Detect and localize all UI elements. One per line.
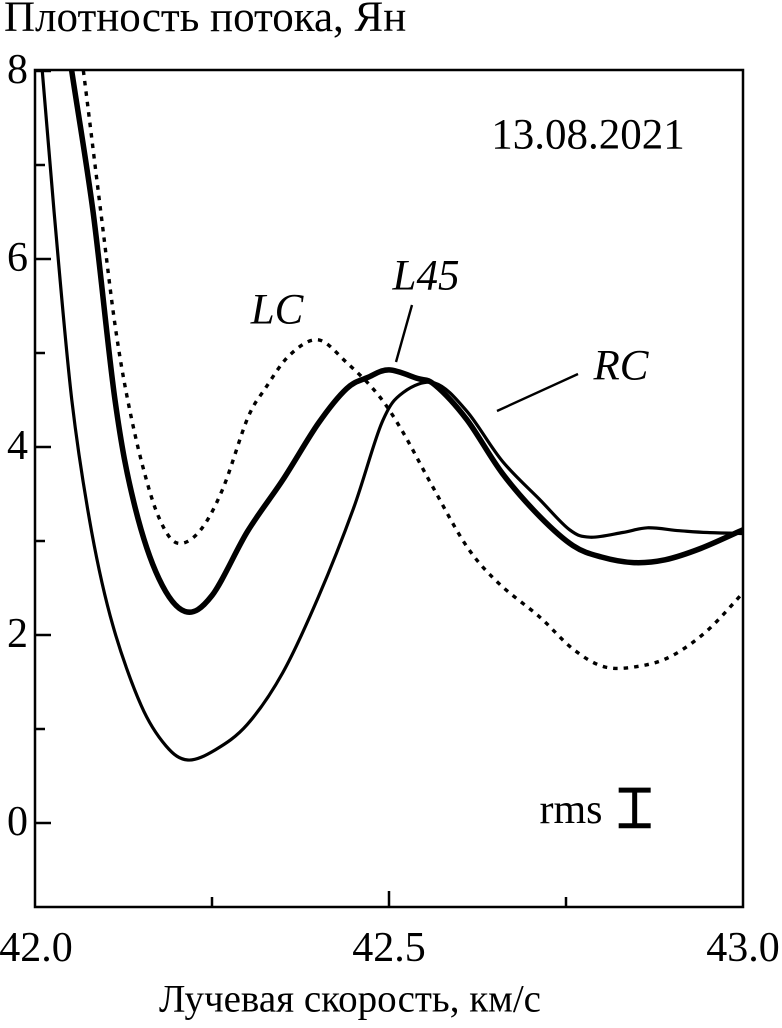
l45-leader-line — [394, 304, 414, 363]
x-tick-label-42.0: 42.0 — [0, 925, 73, 971]
curve-lc — [81, 70, 743, 671]
y-axis-title: Плотность потока, Ян — [4, 0, 407, 41]
curve-label-rc: RC — [593, 342, 649, 390]
curve-rc — [40, 70, 743, 762]
rms-label: rms — [539, 787, 603, 833]
y-tick-label-8: 8 — [7, 47, 28, 94]
curve-label-lc: LC — [250, 286, 304, 334]
curves-group — [40, 70, 743, 762]
rms-error-bar — [618, 787, 651, 829]
date-annotation: 13.08.2021 — [491, 111, 685, 159]
x-axis-label: Лучевая скорость, км/с — [159, 977, 541, 1021]
y-tick-label-6: 6 — [7, 235, 28, 282]
y-tick-label-4: 4 — [7, 423, 28, 470]
curve-l45 — [68, 70, 743, 615]
axis-ticks — [35, 69, 568, 907]
x-tick-label-42.5: 42.5 — [352, 925, 426, 971]
plot-frame — [33, 68, 745, 909]
x-tick-label-43.0: 43.0 — [706, 925, 780, 971]
y-tick-label-0: 0 — [7, 799, 28, 846]
rc-leader-line — [496, 372, 579, 413]
curve-label-l45: L45 — [392, 252, 460, 300]
y-tick-label-2: 2 — [7, 611, 28, 658]
